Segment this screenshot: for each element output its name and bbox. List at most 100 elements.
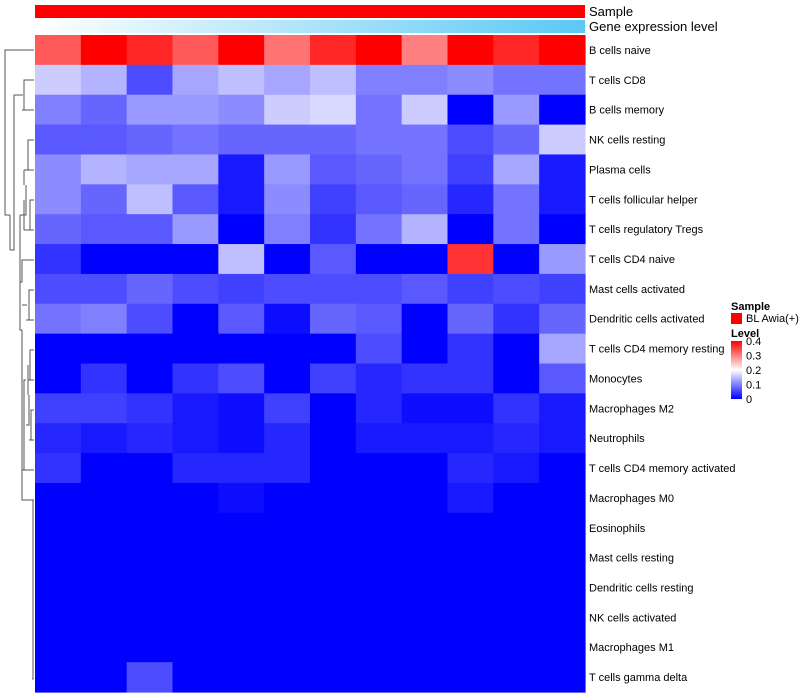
heatmap-cell (35, 572, 82, 604)
heatmap-cell (401, 512, 449, 544)
heatmap-cell (264, 393, 311, 424)
heatmap-cell (539, 602, 586, 633)
legend-level-title: Level (731, 328, 759, 340)
heatmap-cell (218, 572, 265, 604)
heatmap-cell (126, 363, 174, 394)
heatmap-cell (539, 423, 586, 454)
heatmap-cell (310, 363, 357, 394)
heatmap-cell (355, 124, 403, 156)
heatmap-cell (447, 94, 494, 126)
heatmap-cell (539, 35, 586, 66)
heatmap-cell (310, 333, 357, 365)
row-label: Mast cells activated (589, 284, 685, 296)
legend-tick-label: 0.2 (746, 365, 761, 377)
heatmap-cell (80, 632, 128, 663)
heatmap-cell (493, 482, 540, 514)
heatmap-cell (172, 602, 219, 633)
heatmap-cell (218, 94, 265, 126)
heatmap-cell (126, 35, 174, 66)
heatmap-cell (218, 244, 265, 275)
heatmap-cell (218, 632, 265, 663)
heatmap-cell (493, 333, 540, 365)
heatmap-cell (493, 154, 540, 185)
heatmap-cell (447, 333, 494, 365)
heatmap-cell (218, 64, 265, 96)
heatmap-cell (80, 35, 128, 66)
heatmap-cell (447, 214, 494, 245)
heatmap-cell (264, 572, 311, 604)
heatmap-cell (447, 154, 494, 185)
heatmap-cell (80, 273, 128, 305)
heatmap-cell (447, 572, 494, 604)
heatmap-cell (310, 512, 357, 544)
heatmap-cell (447, 363, 494, 394)
heatmap-cell (539, 333, 586, 365)
heatmap-cell (355, 572, 403, 604)
heatmap-cell (126, 184, 174, 215)
heatmap-cell (126, 333, 174, 365)
heatmap-cell (355, 184, 403, 215)
heatmap-cell (493, 572, 540, 604)
heatmap-cell (401, 124, 449, 156)
heatmap-cell (310, 572, 357, 604)
heatmap-cell (80, 662, 128, 693)
heatmap-cell (35, 94, 82, 126)
heatmap-cell (493, 512, 540, 544)
heatmap-cell (493, 35, 540, 66)
row-label: T cells CD4 naive (589, 254, 675, 266)
heatmap-cell (35, 363, 82, 394)
legend-sample-swatch (731, 313, 742, 324)
heatmap-cell (172, 423, 219, 454)
heatmap-cell (447, 662, 494, 693)
heatmap-cell (355, 303, 403, 335)
heatmap-cell (355, 214, 403, 245)
heatmap-cell (35, 184, 82, 215)
heatmap-cell (218, 273, 265, 305)
row-label: B cells memory (589, 105, 665, 117)
heatmap-cell (447, 632, 494, 663)
heatmap-cell (493, 94, 540, 126)
heatmap-cell (126, 482, 174, 514)
heatmap-cell (401, 482, 449, 514)
heatmap-cell (172, 35, 219, 66)
heatmap-cell (264, 512, 311, 544)
heatmap-cell (126, 632, 174, 663)
heatmap-cell (447, 35, 494, 66)
heatmap-cell (218, 542, 265, 574)
heatmap-cell (264, 124, 311, 156)
heatmap-cell (539, 393, 586, 424)
heatmap-cell (539, 124, 586, 156)
heatmap-cell (264, 94, 311, 126)
heatmap-cell (172, 363, 219, 394)
heatmap-cell (355, 662, 403, 693)
heatmap-cell (218, 423, 265, 454)
heatmap-cell (493, 214, 540, 245)
row-label: T cells regulatory Tregs (589, 224, 704, 236)
heatmap-cell (401, 273, 449, 305)
heatmap-cell (310, 542, 357, 574)
heatmap-cell (172, 184, 219, 215)
legend-tick-label: 0 (746, 394, 752, 406)
heatmap-cell (264, 662, 311, 693)
heatmap-cell (355, 602, 403, 633)
heatmap-cell (264, 333, 311, 365)
heatmap-cell (172, 154, 219, 185)
heatmap-cell (126, 542, 174, 574)
heatmap-cell (493, 393, 540, 424)
heatmap-cell (264, 244, 311, 275)
heatmap-cell (80, 453, 128, 484)
heatmap-cell (447, 602, 494, 633)
heatmap-cell (310, 184, 357, 215)
heatmap-cell (493, 423, 540, 454)
heatmap-cell (539, 482, 586, 514)
gene-expression-annotation-bar (35, 20, 585, 33)
heatmap-cell (539, 154, 586, 185)
heatmap-cell (264, 64, 311, 96)
heatmap-cell (447, 512, 494, 544)
heatmap-cells (35, 35, 586, 693)
heatmap-cell (264, 602, 311, 633)
row-label: T cells CD8 (589, 75, 646, 87)
heatmap-cell (310, 64, 357, 96)
heatmap-cell (447, 453, 494, 484)
heatmap-cell (80, 393, 128, 424)
